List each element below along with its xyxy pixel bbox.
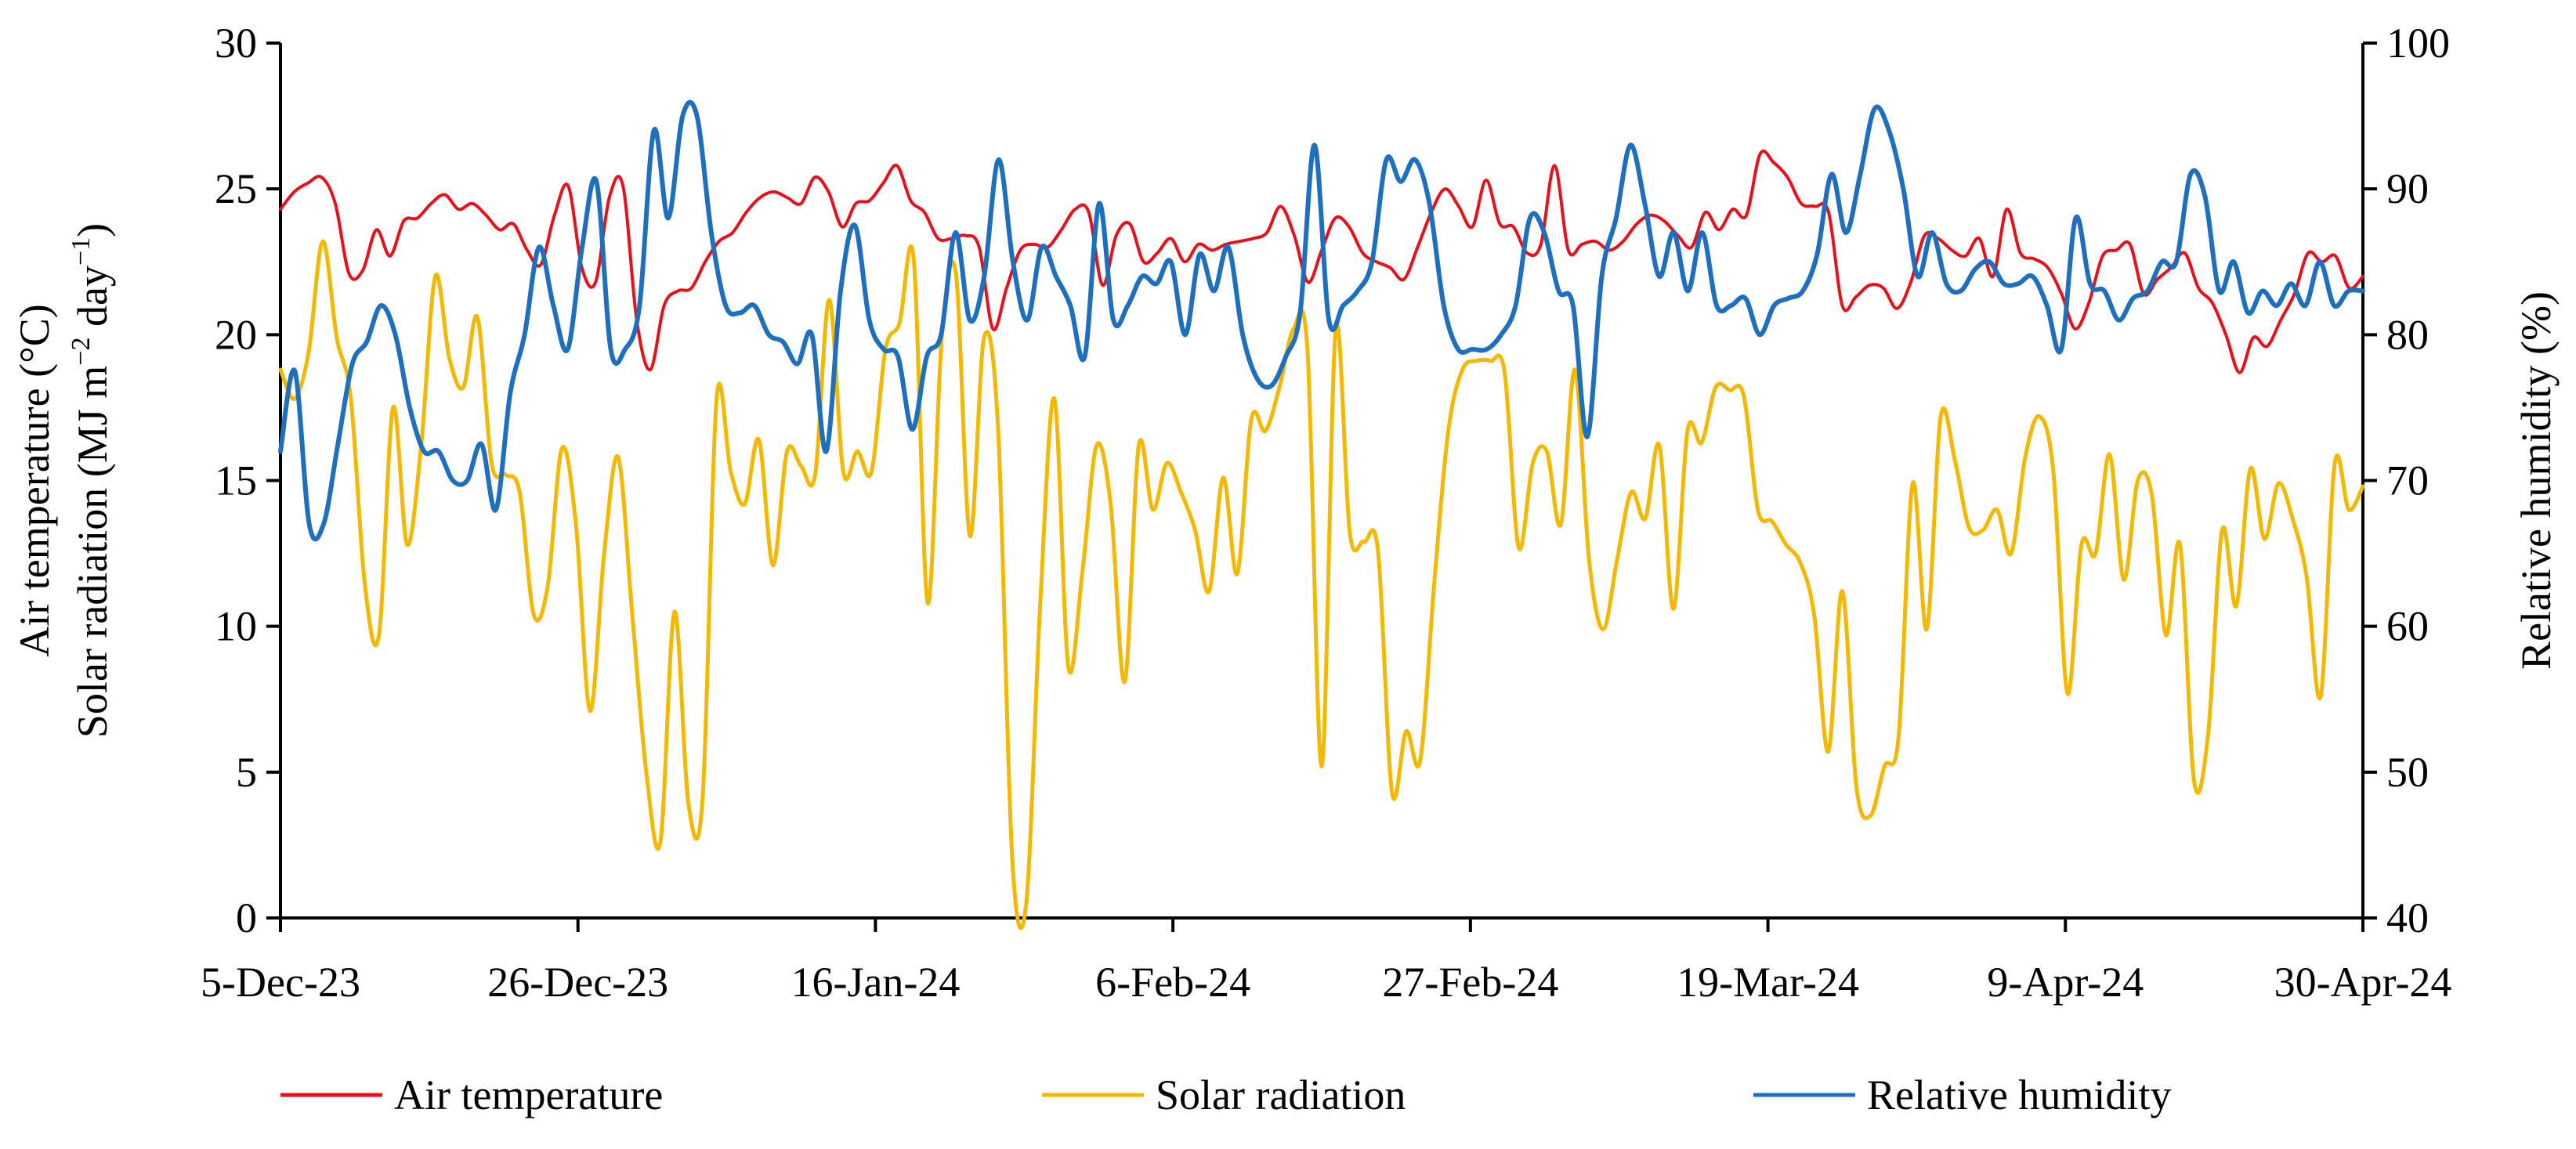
- legend-label-relative-humidity: Relative humidity: [1867, 1071, 2171, 1118]
- right-y-tick-label: 80: [2386, 311, 2429, 358]
- left-y-tick-label: 10: [215, 603, 257, 650]
- series-line-air-temperature: [279, 149, 2364, 374]
- left-y-tick-label: 15: [215, 457, 257, 504]
- x-tick-label: 30-Apr-24: [2274, 959, 2452, 1006]
- left-y-axis-title-line1: Air temperature (°C): [11, 304, 58, 656]
- right-y-tick-label: 50: [2386, 749, 2429, 796]
- left-y-axis-title-line2-suffix: ): [69, 223, 116, 237]
- x-tick-label: 16-Jan-24: [791, 959, 960, 1006]
- left-y-axis-title-line2-mid: day: [69, 266, 116, 337]
- right-y-tick-label: 70: [2386, 457, 2429, 504]
- left-y-tick-label: 20: [215, 311, 257, 358]
- right-y-tick-label: 90: [2386, 165, 2429, 212]
- right-y-tick-label: 40: [2386, 894, 2429, 941]
- axes: [279, 43, 2364, 920]
- legend-label-solar-radiation: Solar radiation: [1156, 1071, 1406, 1118]
- left-y-tick-label: 5: [236, 749, 257, 796]
- right-y-axis-title: Relative humidity (%): [2513, 291, 2560, 670]
- left-y-axis-title-line2-prefix: Solar radiation (MJ m: [69, 366, 116, 738]
- series-line-relative-humidity: [278, 99, 2365, 542]
- x-tick-label: 5-Dec-23: [201, 959, 360, 1006]
- left-y-tick-label: 30: [215, 20, 257, 67]
- left-y-axis-title-line2-sup1: −2: [67, 338, 96, 366]
- x-ticks: 5-Dec-23 26-Dec-23 16-Jan-24 6-Feb-24 27-Feb…: [201, 918, 2451, 1006]
- left-y-axis-title-line2-sup2: −1: [67, 237, 96, 266]
- x-tick-label: 9-Apr-24: [1987, 959, 2144, 1006]
- right-y-tick-label: 100: [2386, 20, 2450, 67]
- x-tick-label: 26-Dec-23: [487, 959, 668, 1006]
- x-tick-label: 19-Mar-24: [1677, 959, 1859, 1006]
- right-y-ticks: 40 50 60 70 80 90 100: [2363, 20, 2450, 941]
- x-tick-label: 27-Feb-24: [1382, 959, 1558, 1006]
- x-tick-label: 6-Feb-24: [1095, 959, 1250, 1006]
- left-y-ticks: 0 5 10 15 20 25 30: [215, 20, 280, 941]
- series-line-solar-radiation: [278, 239, 2365, 930]
- left-y-tick-label: 25: [215, 165, 257, 212]
- series-lines: [278, 99, 2365, 930]
- left-y-axis-title-line2: Solar radiation (MJ m−2 day−1): [67, 223, 116, 738]
- left-y-tick-label: 0: [236, 894, 257, 941]
- legend: Air temperature Solar radiation Relative…: [280, 1071, 2171, 1118]
- right-y-tick-label: 60: [2386, 603, 2429, 650]
- legend-label-air-temperature: Air temperature: [394, 1071, 663, 1118]
